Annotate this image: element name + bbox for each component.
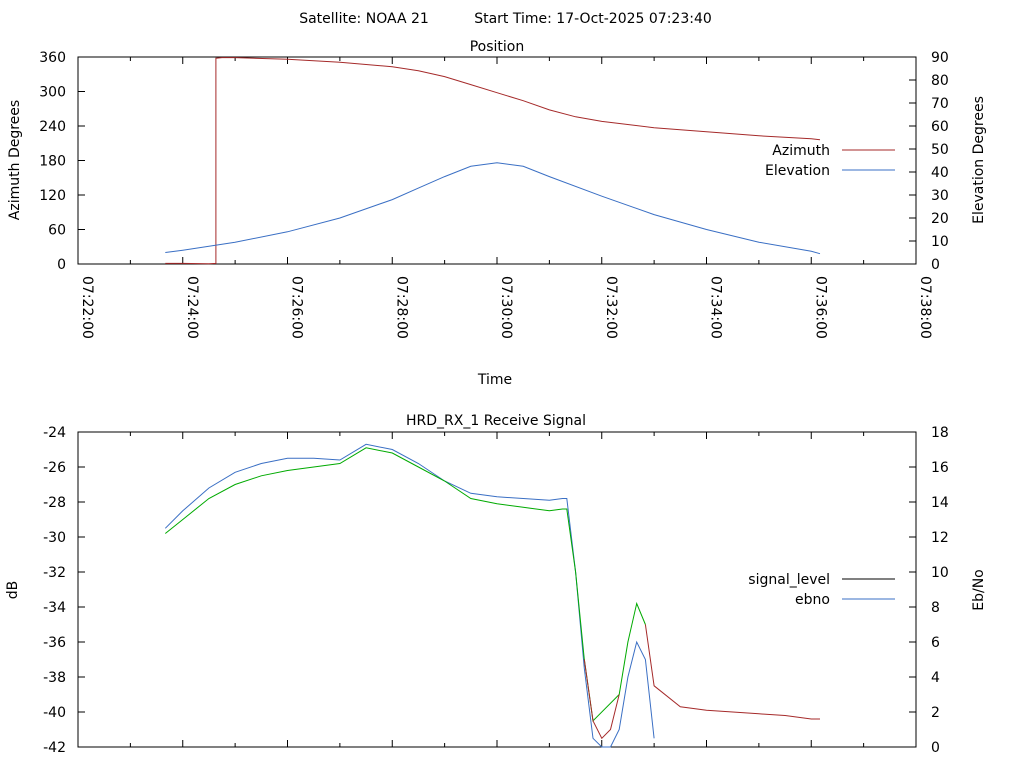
position-title: Position [470, 39, 525, 55]
position-x-tick-labels: 07:22:00 07:24:00 07:26:00 07:28:00 07:30:00… [79, 276, 933, 339]
start-time-label: Start Time: 17-Oct-2025 07:23:40 [474, 11, 712, 27]
receive-signal-title: HRD_RX_1 Receive Signal [406, 413, 586, 429]
y2-tick-label: 2 [931, 705, 940, 721]
y2-tick-label: 10 [931, 565, 949, 581]
x-tick-label: 07:24:00 [184, 276, 200, 339]
y2-tick-label: 70 [931, 96, 949, 112]
position-y-axis-label: Azimuth Degrees [7, 100, 23, 220]
x-tick-label: 07:22:00 [79, 276, 95, 339]
receive-signal-ticks [77, 431, 917, 748]
x-tick-label: 07:32:00 [603, 276, 619, 339]
y-tick-label: -32 [43, 565, 66, 581]
series-ebno-line [164, 443, 655, 748]
y2-tick-label: 90 [931, 50, 949, 66]
y2-tick-label: 30 [931, 188, 949, 204]
x-tick-label: 07:34:00 [708, 276, 724, 339]
y2-tick-label: 16 [931, 460, 949, 476]
series-signal-level-line [164, 447, 646, 722]
series-azimuth-line [165, 57, 821, 265]
y2-tick-label: 40 [931, 165, 949, 181]
position-legend: Azimuth Elevation [765, 143, 895, 179]
y-tick-label: 60 [48, 223, 66, 239]
position-plot-frame [77, 56, 917, 265]
y2-tick-label: 12 [931, 530, 949, 546]
y-tick-label: -40 [43, 705, 66, 721]
position-chart: Position 0 60 120 180 240 300 360 0 10 20 30 40 50 6… [7, 39, 987, 388]
receive-signal-y-tick-labels: -42 -40 -38 -36 -34 -32 -30 -28 -26 -24 [43, 425, 66, 756]
y2-tick-label: 4 [931, 670, 940, 686]
y-tick-label: 360 [39, 50, 66, 66]
position-x-axis-label: Time [477, 372, 512, 388]
legend-signal-level-label: signal_level [748, 572, 830, 588]
legend-ebno-label: ebno [795, 592, 830, 608]
y-tick-label: -30 [43, 530, 66, 546]
x-tick-label: 07:28:00 [393, 276, 409, 339]
receive-signal-y2-tick-labels: 0 2 4 6 8 10 12 14 16 18 [931, 425, 949, 756]
receive-signal-plot-frame [77, 431, 917, 748]
y2-tick-label: 14 [931, 495, 949, 511]
y-tick-label: -24 [43, 425, 66, 441]
legend-elevation-label: Elevation [765, 163, 830, 179]
position-y-tick-labels: 0 60 120 180 240 300 360 [39, 50, 66, 273]
x-tick-label: 07:38:00 [917, 276, 933, 339]
legend-azimuth-label: Azimuth [772, 143, 830, 159]
x-tick-label: 07:26:00 [289, 276, 305, 339]
y-tick-label: -36 [43, 635, 66, 651]
satellite-label: Satellite: NOAA 21 [299, 11, 429, 27]
y2-tick-label: 10 [931, 234, 949, 250]
receive-signal-y2-axis-label: Eb/No [971, 569, 987, 611]
y-tick-label: -26 [43, 460, 66, 476]
y2-tick-label: 6 [931, 635, 940, 651]
position-series [165, 57, 821, 265]
x-tick-label: 07:36:00 [812, 276, 828, 339]
y-tick-label: -38 [43, 670, 66, 686]
y2-tick-label: 8 [931, 600, 940, 616]
y-tick-label: 120 [39, 188, 66, 204]
y-tick-label: 300 [39, 85, 66, 101]
series-signal-level-low-line [583, 659, 620, 740]
y-tick-label: -34 [43, 600, 66, 616]
y-tick-label: -28 [43, 495, 66, 511]
y2-tick-label: 0 [931, 257, 940, 273]
x-tick-label: 07:30:00 [498, 276, 514, 339]
y2-tick-label: 18 [931, 425, 949, 441]
y2-tick-label: 80 [931, 73, 949, 89]
y-tick-label: 240 [39, 119, 66, 135]
receive-signal-legend: signal_level ebno [748, 572, 895, 608]
y2-tick-label: 20 [931, 211, 949, 227]
receive-signal-y-axis-label: dB [5, 581, 21, 600]
y2-tick-label: 60 [931, 119, 949, 135]
position-y2-axis-label: Elevation Degrees [971, 96, 987, 224]
y-tick-label: 180 [39, 154, 66, 170]
series-signal-level-tail-line [644, 624, 820, 720]
y2-tick-label: 0 [931, 740, 940, 756]
receive-signal-chart: HRD_RX_1 Receive Signal -42-40-38-36-34-… [5, 413, 987, 756]
position-y2-tick-labels: 0 10 20 30 40 50 60 70 80 90 [931, 50, 949, 273]
y-tick-label: -42 [43, 740, 66, 756]
series-elevation-line [165, 162, 821, 255]
y2-tick-label: 50 [931, 142, 949, 158]
position-ticks [77, 56, 917, 265]
y-tick-label: 0 [57, 257, 66, 273]
receive-signal-series [164, 443, 820, 748]
